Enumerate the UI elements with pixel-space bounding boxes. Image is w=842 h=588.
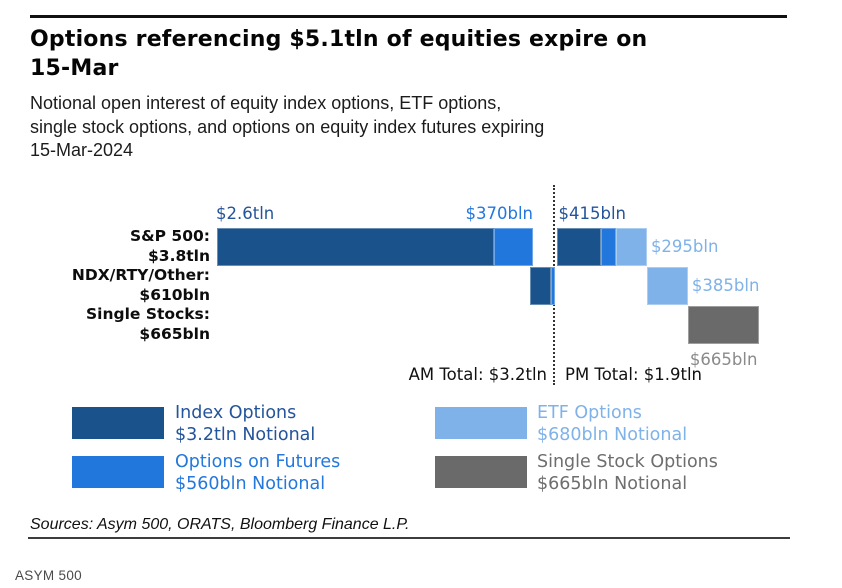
legend-label-single-stock-options: Single Stock Options $665bln Notional	[537, 452, 718, 494]
bar-segment-single	[687, 306, 759, 344]
page-subtitle: Notional open interest of equity index o…	[30, 92, 810, 163]
bar-segment-index	[556, 228, 601, 266]
brand-watermark: ASYM 500	[15, 568, 82, 583]
legend-swatch-single-stock-options	[435, 456, 527, 488]
legend-swatch-etf-options	[435, 407, 527, 439]
subtitle-line: single stock options, and options on equ…	[30, 116, 545, 137]
value-label: $415bln	[558, 204, 627, 223]
bar-segment-futures	[493, 228, 533, 266]
value-label: $370bln	[465, 204, 533, 223]
am-total-label: AM Total: $3.2tln	[408, 365, 547, 384]
legend-label-etf-options: ETF Options $680bln Notional	[537, 403, 688, 445]
category-label-sp500: S&P 500: $3.8tln	[130, 227, 210, 265]
page-title: Options referencing $5.1tln of equities …	[30, 25, 800, 83]
bar-segment-futures	[551, 267, 555, 305]
sources-note: Sources: Asym 500, ORATS, Bloomberg Fina…	[30, 516, 410, 533]
pm-total-label: PM Total: $1.9tln	[565, 365, 703, 384]
subtitle-line: 15-Mar-2024	[30, 140, 134, 160]
chart-canvas: S&P 500: $3.8tln NDX/RTY/Other: $610bln …	[71, 185, 760, 385]
value-label: $295bln	[650, 237, 719, 256]
value-label: $665bln	[689, 350, 758, 369]
legend-swatch-index-options	[72, 407, 164, 439]
value-label: $385bln	[691, 276, 760, 295]
title-line: 15-Mar	[30, 56, 119, 81]
legend-label-index-options: Index Options $3.2tln Notional	[175, 403, 316, 445]
bar-segment-etf	[615, 228, 647, 266]
footer-rule	[28, 537, 790, 539]
bar-segment-index	[529, 267, 552, 305]
value-label: $2.6tln	[216, 204, 275, 223]
category-label-single-stocks: Single Stocks: $665bln	[86, 305, 210, 343]
header-rule	[30, 15, 787, 18]
bar-segment-futures	[600, 228, 616, 266]
legend-swatch-options-on-futures	[72, 456, 164, 488]
bar-segment-index	[217, 228, 494, 266]
legend-label-options-on-futures: Options on Futures $560bln Notional	[175, 452, 341, 494]
subtitle-line: Notional open interest of equity index o…	[30, 93, 502, 113]
category-label-ndx-rty-other: NDX/RTY/Other: $610bln	[71, 266, 210, 304]
title-line: Options referencing $5.1tln of equities …	[30, 27, 648, 52]
bar-segment-etf	[646, 267, 688, 305]
